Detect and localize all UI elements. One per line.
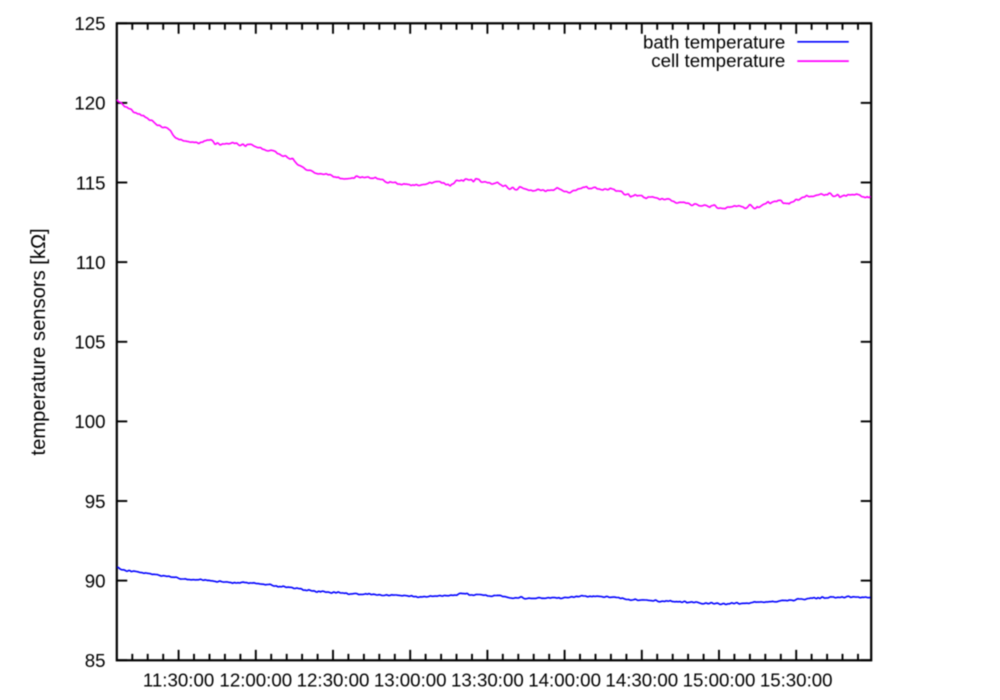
svg-text:125: 125 xyxy=(74,13,105,34)
svg-text:90: 90 xyxy=(85,570,106,591)
svg-text:temperature sensors [kΩ]: temperature sensors [kΩ] xyxy=(28,228,50,455)
svg-text:13:30:00: 13:30:00 xyxy=(451,670,524,691)
svg-text:120: 120 xyxy=(74,93,105,114)
svg-text:85: 85 xyxy=(85,650,106,671)
svg-text:105: 105 xyxy=(74,332,105,353)
svg-text:15:00:00: 15:00:00 xyxy=(683,670,756,691)
svg-text:14:00:00: 14:00:00 xyxy=(528,670,601,691)
svg-text:13:00:00: 13:00:00 xyxy=(374,670,447,691)
svg-text:12:00:00: 12:00:00 xyxy=(219,670,292,691)
svg-text:95: 95 xyxy=(85,491,106,512)
svg-text:115: 115 xyxy=(76,172,106,193)
svg-text:cell temperature: cell temperature xyxy=(651,50,785,71)
svg-text:11:30:00: 11:30:00 xyxy=(143,670,214,691)
svg-text:100: 100 xyxy=(74,411,105,432)
svg-text:bath temperature: bath temperature xyxy=(643,31,785,52)
svg-text:12:30:00: 12:30:00 xyxy=(297,670,370,691)
svg-text:110: 110 xyxy=(76,252,106,273)
svg-text:15:30:00: 15:30:00 xyxy=(760,670,833,691)
svg-text:14:30:00: 14:30:00 xyxy=(605,670,678,691)
